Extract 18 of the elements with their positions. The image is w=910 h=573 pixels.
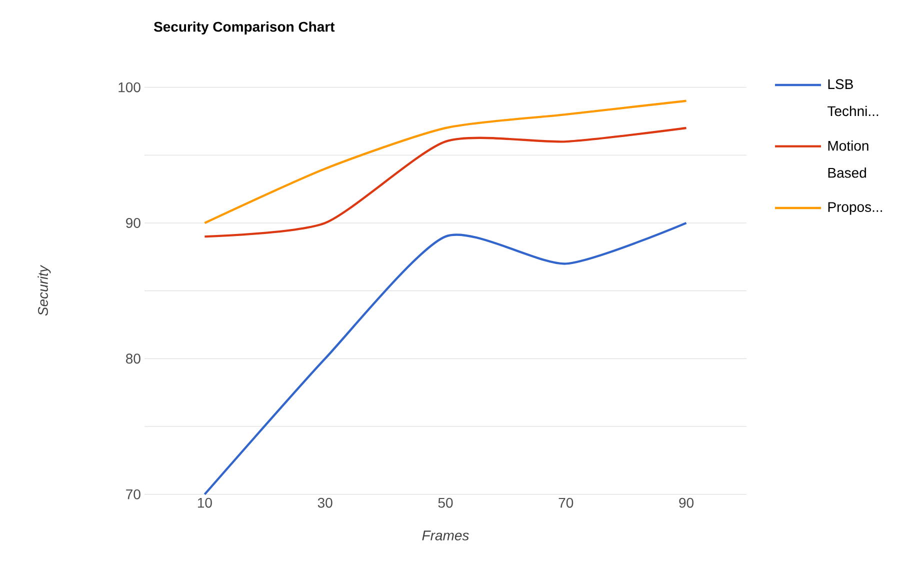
legend-label: Motion Based: [828, 140, 868, 178]
chart-title: Security Comparison Chart: [154, 21, 335, 35]
y-tick-label: 100: [118, 82, 140, 92]
line-series: [204, 100, 688, 224]
legend-label: LSB Techni...: [828, 79, 878, 116]
y-tick-label: 80: [126, 354, 140, 364]
y-tick-label: 70: [126, 489, 140, 500]
x-tick-label: 10: [198, 498, 212, 508]
y-tick-label: 90: [126, 218, 140, 228]
line-series: [204, 222, 688, 496]
legend-label: Propos...: [828, 202, 882, 215]
line-series: [204, 126, 688, 238]
x-tick-label: 70: [558, 498, 574, 508]
x-axis-title: Frames: [422, 530, 469, 540]
x-tick-label: 90: [679, 498, 694, 508]
x-tick-label: 50: [438, 498, 453, 508]
x-tick-label: 30: [318, 498, 332, 508]
y-axis-title: Security: [38, 264, 51, 316]
